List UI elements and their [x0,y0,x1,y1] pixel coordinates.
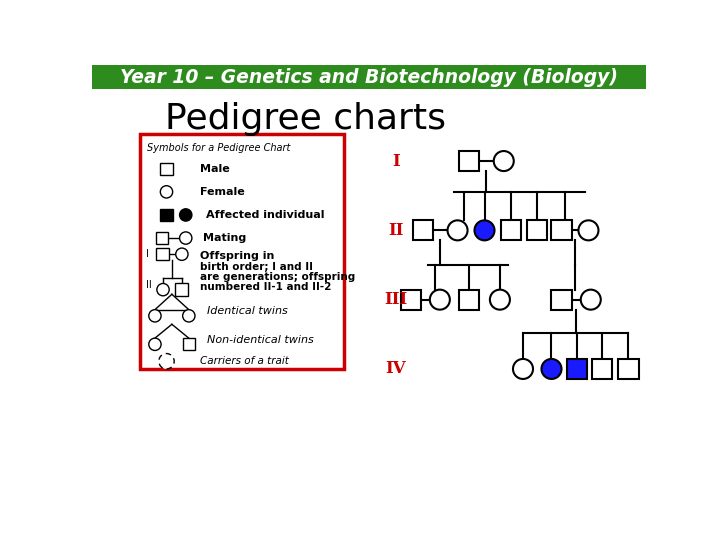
Bar [401,289,421,309]
Bar [552,289,572,309]
Text: IV: IV [386,361,406,377]
Bar [618,359,639,379]
Text: II: II [145,280,151,290]
Bar [593,359,612,379]
Circle shape [176,248,188,260]
Text: Pedigree charts: Pedigree charts [165,102,446,136]
Bar [176,284,188,296]
Bar [413,220,433,240]
Circle shape [578,220,598,240]
Circle shape [541,359,562,379]
Bar [459,289,479,309]
Text: Symbols for a Pedigree Chart: Symbols for a Pedigree Chart [148,143,291,153]
Circle shape [490,289,510,309]
Text: Offspring in: Offspring in [199,251,274,261]
Circle shape [474,220,495,240]
Circle shape [581,289,600,309]
Text: Year 10 – Genetics and Biotechnology (Biology): Year 10 – Genetics and Biotechnology (Bi… [120,68,618,86]
Text: Male: Male [199,164,230,174]
Text: Affected individual: Affected individual [206,210,324,220]
Bar [183,338,195,350]
Bar [552,220,572,240]
Circle shape [149,309,161,322]
Circle shape [430,289,450,309]
Text: Mating: Mating [204,233,247,243]
Text: Carriers of a trait: Carriers of a trait [199,356,289,366]
Text: III: III [384,291,408,308]
Circle shape [179,209,192,221]
Bar [156,232,168,244]
Circle shape [183,309,195,322]
Bar [156,248,168,260]
Bar [140,134,343,369]
Circle shape [159,354,174,369]
Text: II: II [388,222,404,239]
Circle shape [448,220,467,240]
Circle shape [513,359,533,379]
Bar [567,359,587,379]
Bar [501,220,521,240]
Bar [527,220,547,240]
Circle shape [494,151,514,171]
Bar [92,65,647,90]
Text: Identical twins: Identical twins [207,306,288,316]
Text: I: I [392,152,400,170]
Text: Non-identical twins: Non-identical twins [207,335,314,345]
Text: Female: Female [199,187,244,197]
Text: I: I [145,249,148,259]
Text: numbered II-1 and II-2: numbered II-1 and II-2 [199,281,331,292]
Bar [161,209,173,221]
Circle shape [161,186,173,198]
Text: birth order; I and II: birth order; I and II [199,261,312,272]
Bar [459,151,479,171]
Circle shape [179,232,192,244]
Circle shape [149,338,161,350]
Text: are generations; offspring: are generations; offspring [199,272,355,281]
Circle shape [157,284,169,296]
Bar [161,163,173,175]
